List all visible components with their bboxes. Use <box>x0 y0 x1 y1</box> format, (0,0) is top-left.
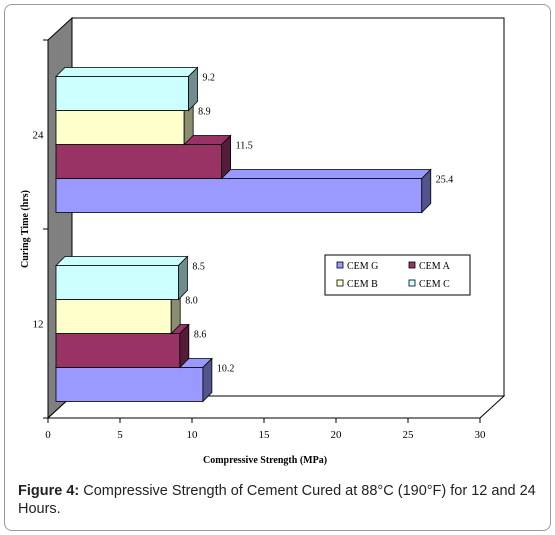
y-tick-label: 12 <box>33 319 44 331</box>
bar-top <box>55 256 189 266</box>
bar <box>55 66 199 112</box>
bar-side <box>421 168 432 214</box>
x-tick-label: 30 <box>475 429 487 441</box>
legend-label: CEM C <box>419 279 450 290</box>
bar-value-label: 8.0 <box>185 296 198 307</box>
value-labels: 10.2 8.6 8.0 8.5 25.4 11.5 8.9 9.2 <box>185 73 453 375</box>
bar <box>55 168 432 214</box>
bar-front <box>55 110 185 145</box>
legend-label: CEM A <box>419 261 451 272</box>
legend-swatch <box>408 279 416 287</box>
legend-label: CEM B <box>347 279 378 290</box>
x-tick-label: 25 <box>403 429 415 441</box>
bar-side <box>188 66 198 112</box>
figure-frame <box>4 4 551 531</box>
bar-value-label: 8.5 <box>192 262 205 273</box>
y-axis-title: Curing Time (hrs) <box>20 190 31 268</box>
caption-text: Compressive Strength of Cement Cured at … <box>18 483 536 517</box>
bar-side <box>177 255 188 301</box>
bar-front <box>55 367 204 402</box>
bar-front <box>55 178 423 213</box>
bar <box>55 255 189 301</box>
bar-side <box>202 357 213 403</box>
bar-value-label: 9.2 <box>202 73 215 84</box>
bar-front <box>55 144 223 179</box>
x-tick-label: 20 <box>331 429 343 441</box>
x-tick-label: 15 <box>259 429 271 441</box>
chart-legend: CEM G CEM A CEM B CEM C <box>324 254 471 296</box>
bar-value-label: 8.9 <box>198 107 211 118</box>
bar-value-label: 8.6 <box>194 330 207 341</box>
bar-side <box>221 134 232 180</box>
legend-box <box>324 254 471 296</box>
bar-side <box>179 323 190 369</box>
bar-front <box>55 76 189 111</box>
y-tick-label: 24 <box>33 130 45 142</box>
bar-front <box>55 333 181 368</box>
legend-swatch <box>336 261 344 269</box>
x-tick-label: 0 <box>45 429 51 441</box>
figure-caption: Figure 4: Compressive Strength of Cement… <box>18 482 543 518</box>
legend-label: CEM G <box>347 261 378 272</box>
legend-swatch <box>408 261 416 269</box>
bar-chart: 0 5 10 15 20 25 30 Compressive Strength (MPa) Cu… <box>20 16 506 466</box>
bar-front <box>55 299 172 334</box>
bar-value-label: 11.5 <box>236 141 253 152</box>
x-tick-label: 5 <box>117 429 123 441</box>
x-axis-title: Compressive Strength (MPa) <box>203 455 327 466</box>
caption-label: Figure 4: <box>18 483 80 499</box>
bar-value-label: 10.2 <box>217 364 235 375</box>
bar-top <box>55 67 199 77</box>
x-tick-label: 10 <box>187 429 199 441</box>
legend-swatch <box>336 279 344 287</box>
bar-value-label: 25.4 <box>436 175 454 186</box>
bar-front <box>55 265 179 300</box>
chart-bars <box>55 66 432 403</box>
